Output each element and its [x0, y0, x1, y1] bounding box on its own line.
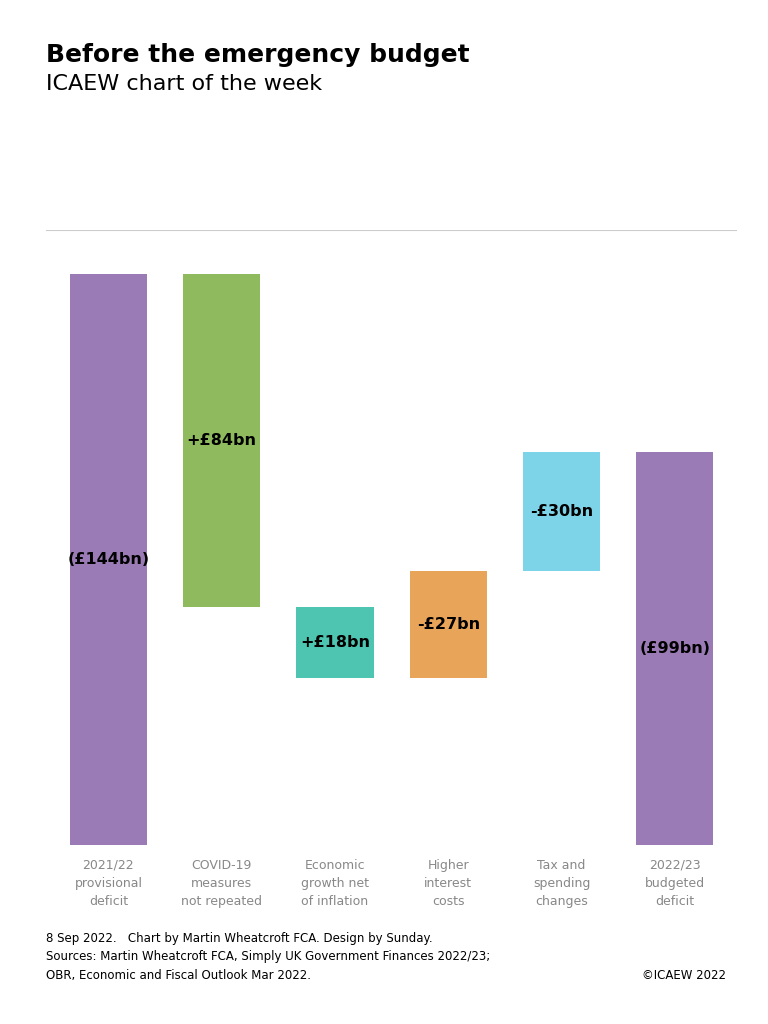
Text: +£84bn: +£84bn [187, 433, 257, 447]
Text: Before the emergency budget: Before the emergency budget [46, 43, 470, 67]
Text: (£99bn): (£99bn) [640, 641, 710, 656]
Bar [637, 453, 713, 845]
Bar [70, 274, 147, 845]
Bar [296, 607, 373, 678]
Bar [410, 571, 487, 678]
Text: Sources: Martin Wheatcroft FCA, Simply UK Government Finances 2022/23;: Sources: Martin Wheatcroft FCA, Simply U… [46, 950, 490, 964]
Text: -£30bn: -£30bn [530, 505, 593, 519]
Text: ICAEW chart of the week: ICAEW chart of the week [46, 74, 323, 94]
Text: +£18bn: +£18bn [300, 635, 370, 650]
Text: ©ICAEW 2022: ©ICAEW 2022 [642, 969, 726, 982]
Text: (£144bn): (£144bn) [68, 552, 150, 567]
Bar [523, 453, 600, 571]
Bar [184, 274, 260, 607]
Text: OBR, Economic and Fiscal Outlook Mar 2022.: OBR, Economic and Fiscal Outlook Mar 202… [46, 969, 311, 982]
Text: -£27bn: -£27bn [417, 617, 480, 632]
Text: 8 Sep 2022.   Chart by Martin Wheatcroft FCA. Design by Sunday.: 8 Sep 2022. Chart by Martin Wheatcroft F… [46, 932, 432, 945]
